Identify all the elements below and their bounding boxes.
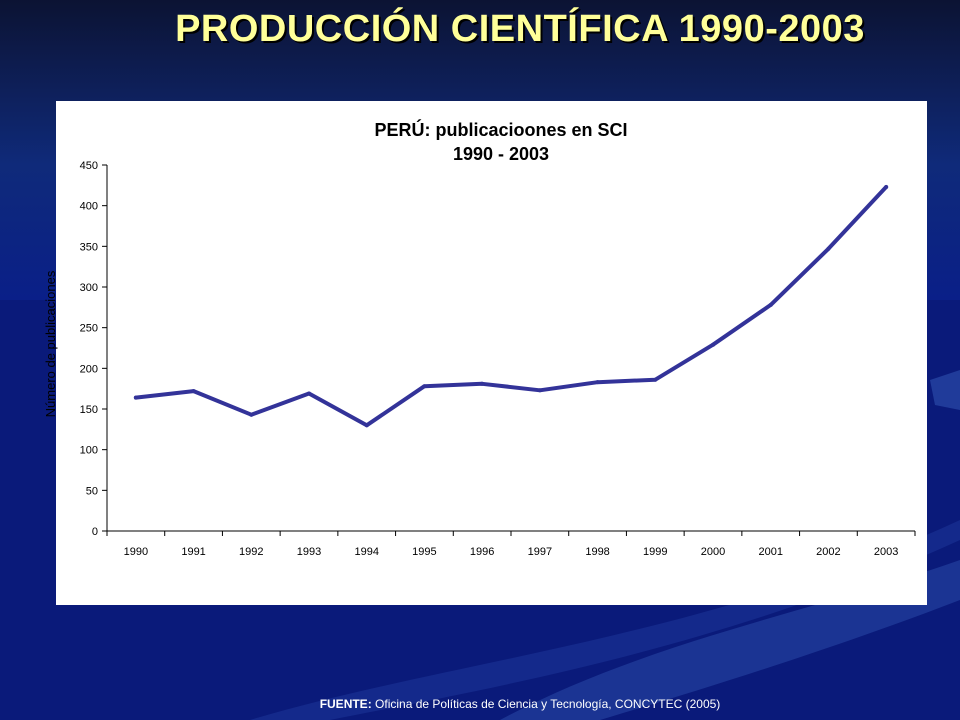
data-point — [133, 395, 138, 400]
chart-title-line2: 1990 - 2003 — [452, 144, 550, 164]
y-tick-label: 300 — [80, 282, 98, 294]
x-tick-label: 2000 — [701, 546, 725, 558]
x-tick-label: 1999 — [643, 546, 667, 558]
y-tick-label: 400 — [80, 201, 98, 213]
y-tick-label: 200 — [80, 363, 98, 375]
data-point — [249, 412, 254, 417]
data-point — [768, 302, 773, 307]
x-tick-label: 1997 — [528, 546, 552, 558]
x-tick-label: 1991 — [181, 546, 205, 558]
x-tick-label: 2001 — [758, 546, 782, 558]
x-tick-label: 2003 — [874, 546, 898, 558]
data-point — [537, 388, 542, 393]
chart-panel: 0 50 100 150 200 250 300 350 400 450 1990 1991 1992 1… — [43, 101, 927, 605]
y-tick-label: 50 — [86, 485, 98, 497]
line-chart: 0 50 100 150 200 250 300 350 400 450 1990 1991 1992 1… — [80, 160, 916, 558]
slide-title: PRODUCCIÓN CIENTÍFICA 1990-2003 — [175, 8, 865, 50]
y-tick-label: 250 — [80, 323, 98, 335]
y-tick-label: 450 — [80, 160, 98, 172]
source-note: FUENTE: Oficina de Políticas de Ciencia … — [0, 697, 960, 711]
data-point — [191, 389, 196, 394]
data-point — [826, 246, 831, 251]
data-point — [884, 184, 889, 189]
source-text: Oficina de Políticas de Ciencia y Tecnol… — [371, 697, 721, 711]
y-tick-label: 100 — [80, 445, 98, 457]
x-tick-label: 1993 — [297, 546, 321, 558]
y-tick-label: 0 — [92, 526, 98, 538]
x-tick-label: 1990 — [124, 546, 148, 558]
data-point — [422, 384, 427, 389]
data-point — [364, 423, 369, 428]
x-tick-label: 1998 — [585, 546, 609, 558]
source-label: FUENTE: — [319, 697, 372, 711]
data-point — [595, 380, 600, 385]
x-tick-label: 1995 — [412, 546, 436, 558]
chart-title-line1: PERÚ: publicacioones en SCI — [374, 120, 628, 140]
data-point — [307, 391, 311, 396]
y-tick-label: 350 — [80, 241, 98, 253]
data-point — [711, 342, 715, 347]
y-axis-label: Número de publicaciones — [43, 270, 58, 418]
chart-title: PERÚ: publicacioones en SCI 1990 - 2003 — [336, 118, 666, 166]
x-tick-label: 2002 — [816, 546, 840, 558]
series-line — [133, 185, 889, 428]
x-tick-label: 1996 — [470, 546, 494, 558]
data-point — [480, 381, 485, 386]
y-tick-label: 150 — [80, 404, 98, 416]
x-tick-label: 1994 — [354, 546, 378, 558]
data-point — [653, 377, 658, 382]
x-tick-label: 1992 — [239, 546, 263, 558]
